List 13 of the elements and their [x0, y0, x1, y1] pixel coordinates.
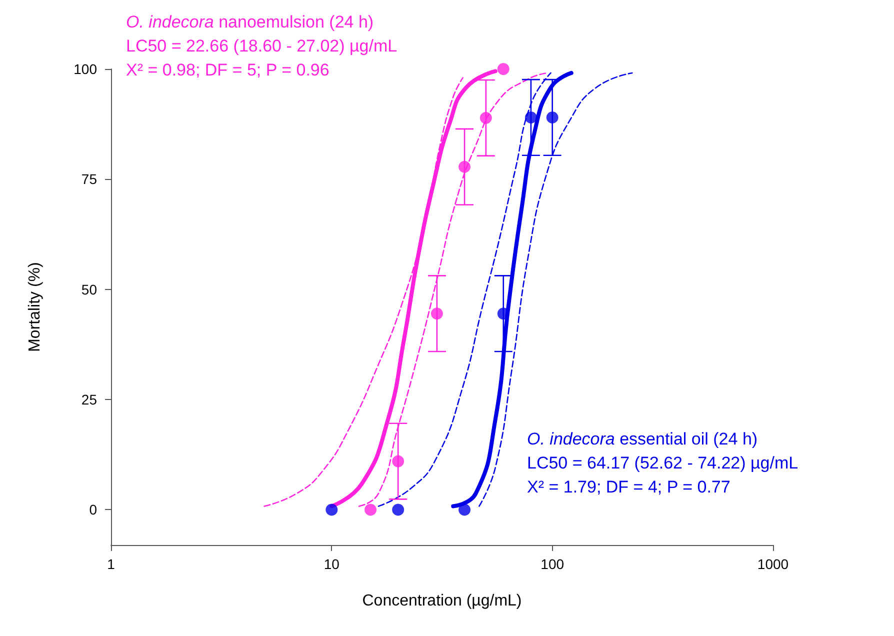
- annotation: O. indecora essential oil (24 h) LC50 = 64.17 (52.62 - 74.22) µg/mL X² = 1.79; DF = 4; P = 0.77: [527, 430, 798, 496]
- y-tick-label: 0: [89, 502, 98, 518]
- y-tick-label: 50: [81, 281, 98, 298]
- y-tick-label: 25: [81, 392, 98, 408]
- y-tick-label: 75: [81, 171, 98, 188]
- x-tick-label: 100: [540, 556, 564, 572]
- y-tick-label: 100: [74, 61, 98, 77]
- x-tick-label: 1: [107, 556, 116, 572]
- x-axis-title: Concentration (µg/mL): [362, 592, 522, 610]
- x-tick-label: 10: [324, 556, 340, 572]
- x-tick-label: 1000: [757, 556, 789, 572]
- y-axis-title: Mortality (%): [26, 262, 44, 352]
- annotation: O. indecora nanoemulsion (24 h) LC50 = 22.66 (18.60 - 27.02) µg/mL X² = 0.98; DF = 5; P = 0.96: [126, 12, 398, 80]
